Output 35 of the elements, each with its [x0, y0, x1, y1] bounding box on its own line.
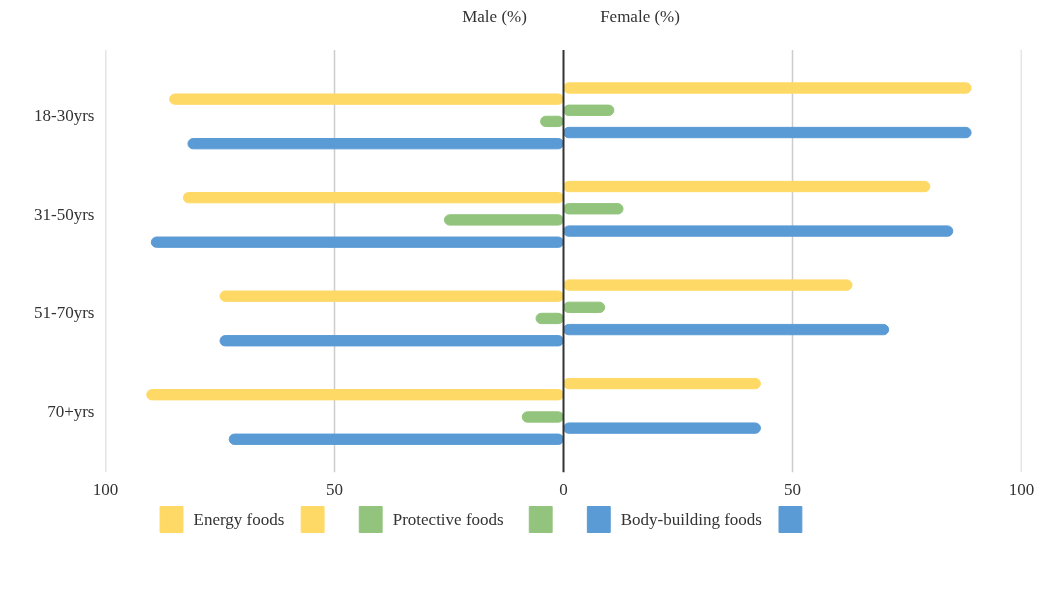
x-tick-label: 50 — [326, 479, 343, 499]
bar — [563, 422, 761, 434]
legend-label: Protective foods — [392, 510, 504, 529]
legend-label: Body-building foods — [620, 510, 762, 529]
bar — [563, 82, 972, 94]
bar — [219, 335, 564, 347]
bar — [219, 290, 564, 302]
bar — [563, 301, 606, 313]
bar — [563, 104, 615, 116]
text: Female (%) — [600, 6, 680, 26]
bar — [563, 225, 954, 237]
bar — [563, 279, 853, 291]
bar — [169, 93, 564, 105]
bar — [563, 126, 972, 139]
y-tick-label: 70+yrs — [47, 401, 95, 421]
bar — [228, 433, 564, 445]
y-tick-label: 31-50yrs — [34, 204, 95, 224]
x-tick-label: 50 — [784, 479, 801, 499]
x-tick-label: 0 — [559, 479, 568, 499]
bar — [182, 191, 564, 204]
legend-label: Energy foods — [193, 510, 285, 529]
bar — [146, 389, 564, 401]
bar — [563, 180, 931, 193]
y-tick-label: 51-70yrs — [34, 303, 95, 323]
bar — [443, 214, 564, 226]
x-tick-label: 100 — [1008, 479, 1035, 499]
x-tick-label: 100 — [92, 479, 119, 499]
bar — [563, 377, 761, 390]
y-tick-label: 18-30yrs — [34, 106, 95, 126]
bar — [563, 323, 890, 336]
text: Male (%) — [462, 6, 527, 26]
bar — [150, 236, 564, 248]
bar — [563, 203, 624, 215]
bar — [187, 138, 564, 150]
bar — [521, 411, 564, 423]
